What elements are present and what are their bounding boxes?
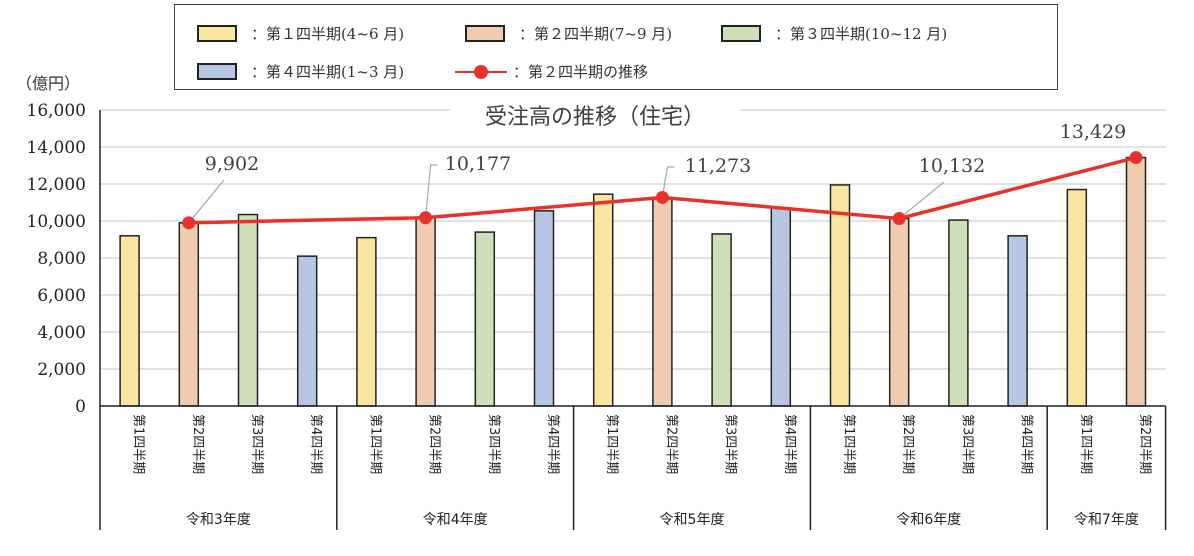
y-tick-label: 14,000: [27, 138, 86, 158]
y-tick-label: 2,000: [37, 360, 86, 380]
bar-q3: [711, 233, 732, 407]
trend-marker: [182, 216, 196, 230]
bar-q1: [119, 235, 140, 407]
legend-item-q1: ：第１四半期(4~6 月): [197, 23, 404, 44]
bar-q4: [1007, 235, 1028, 407]
legend-swatch-q1: [197, 25, 237, 42]
y-tick-label: 4,000: [37, 323, 86, 343]
data-label: 13,429: [1060, 121, 1126, 143]
bar-q2: [415, 216, 436, 407]
x-tick-label: 第1四半期: [1078, 414, 1093, 474]
legend-swatch-q3: [721, 25, 761, 42]
data-label: 11,273: [685, 155, 751, 177]
bar-q2: [1125, 156, 1147, 407]
trend-marker: [655, 190, 669, 204]
data-label: 9,902: [205, 153, 259, 175]
y-tick-label: 8,000: [37, 249, 86, 269]
y-axis-unit-label: （億円）: [16, 74, 81, 93]
x-tick-label: 第1四半期: [841, 414, 856, 474]
legend-label-q4: ：第４四半期(1~3 月): [251, 63, 405, 81]
x-tick-label: 第4四半期: [782, 414, 797, 474]
legend-item-q2: ：第２四半期(7~9 月): [465, 23, 672, 44]
leader-line: [425, 164, 438, 218]
legend-swatch-q2: [465, 25, 505, 42]
x-tick-label: 第2四半期: [663, 414, 678, 474]
x-tick-label: 第2四半期: [190, 414, 205, 474]
y-tick-label: 12,000: [27, 175, 86, 195]
y-tick-label: 0: [75, 397, 86, 417]
bar-q4: [770, 207, 792, 407]
x-tick-label: 第3四半期: [959, 414, 974, 474]
legend-swatch-q4: [197, 63, 237, 80]
y-tick-label: 16,000: [27, 101, 86, 121]
leader-line: [188, 179, 225, 224]
leader-line: [898, 181, 945, 220]
trend-marker: [419, 211, 433, 225]
legend-line-marker-icon: [455, 64, 507, 80]
x-group-label: 令和5年度: [660, 512, 725, 528]
x-tick-label: 第4四半期: [308, 414, 323, 474]
x-tick-label: 第3四半期: [249, 414, 264, 474]
x-tick-label: 第2四半期: [1137, 414, 1152, 474]
chart-legend: ：第１四半期(4~6 月) ：第２四半期(7~9 月) ：第３四半期(10~12…: [174, 4, 1058, 90]
x-tick-label: 第4四半期: [1019, 414, 1034, 474]
x-tick-label: 第1四半期: [604, 414, 619, 474]
legend-label-q2: ：第２四半期(7~9 月): [519, 25, 673, 43]
leader-line: [661, 166, 675, 198]
trend-marker: [1129, 151, 1143, 165]
bar-q2: [888, 217, 910, 407]
data-label: 10,132: [919, 155, 985, 177]
chart-title: 受注高の推移（住宅）: [485, 105, 705, 130]
bar-q1: [1066, 188, 1088, 407]
legend-item-q3: ：第３四半期(10~12 月): [721, 23, 947, 44]
data-label: 10,177: [445, 153, 511, 175]
bar-q4: [296, 255, 318, 407]
y-tick-label: 6,000: [37, 286, 86, 306]
legend-label-trend: ：第２四半期の推移: [513, 63, 649, 81]
bar-q3: [474, 231, 496, 407]
x-tick-label: 第1四半期: [367, 414, 382, 474]
bar-q1: [356, 236, 377, 407]
y-tick-label: 10,000: [27, 212, 86, 232]
bar-q1: [829, 184, 851, 407]
x-tick-label: 第2四半期: [427, 414, 442, 474]
x-group-label: 令和3年度: [186, 512, 251, 528]
x-tick-label: 第2四半期: [900, 414, 915, 474]
x-tick-label: 第3四半期: [486, 414, 501, 474]
bar-q4: [533, 210, 555, 407]
bar-q1: [592, 193, 614, 407]
legend-label-q3: ：第３四半期(10~12 月): [775, 25, 948, 43]
x-tick-label: 第3四半期: [723, 414, 738, 474]
bar-q3: [237, 213, 259, 407]
trend-marker: [892, 212, 906, 226]
bar-q2: [652, 196, 673, 407]
x-tick-label: 第4四半期: [545, 414, 560, 474]
legend-label-q1: ：第１四半期(4~6 月): [251, 25, 405, 43]
x-tick-label: 第1四半期: [131, 414, 146, 474]
bar-q2: [178, 222, 200, 407]
legend-item-q4: ：第４四半期(1~3 月): [197, 61, 404, 82]
x-group-label: 令和6年度: [896, 512, 961, 528]
bar-q3: [948, 219, 969, 407]
legend-item-trend: ：第２四半期の推移: [455, 61, 648, 82]
x-group-label: 令和7年度: [1074, 512, 1139, 528]
x-group-label: 令和4年度: [423, 512, 488, 528]
